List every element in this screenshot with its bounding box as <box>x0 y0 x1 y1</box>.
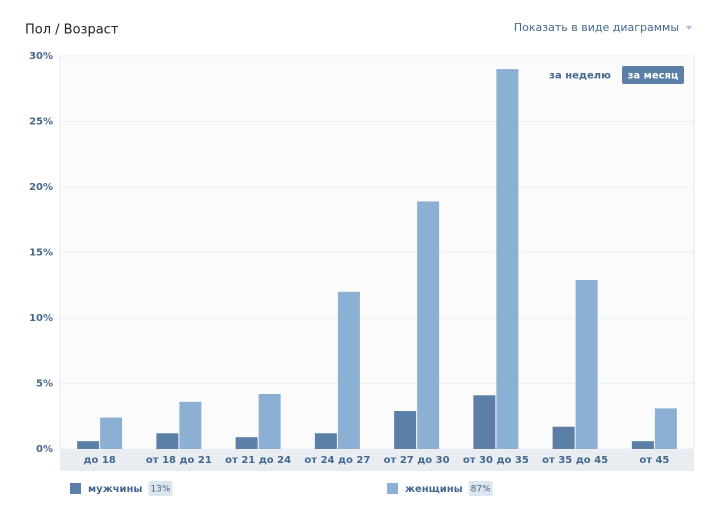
x-tick-label: от 27 до 30 <box>384 455 450 466</box>
bar <box>179 401 202 449</box>
legend-label: женщины <box>405 484 463 495</box>
x-tick-label: до 18 <box>83 455 115 466</box>
legend-label: мужчины <box>88 484 142 495</box>
period-button[interactable]: за неделю <box>549 71 611 82</box>
bar <box>575 280 598 449</box>
y-tick-label: 30% <box>29 51 53 62</box>
legend-swatch <box>70 483 81 494</box>
x-tick-label: от 18 до 21 <box>146 455 212 466</box>
view-toggle[interactable]: Показать в виде диаграммы <box>514 21 679 34</box>
legend-swatch <box>387 483 398 494</box>
period-button[interactable]: за месяц <box>628 71 679 82</box>
bar <box>100 417 123 449</box>
y-tick-label: 10% <box>29 313 53 324</box>
bar <box>394 411 417 449</box>
legend-share-bg <box>148 481 173 496</box>
x-tick-label: от 45 <box>639 455 669 466</box>
bar <box>314 433 337 449</box>
bar <box>156 433 179 449</box>
x-tick-label: от 30 до 35 <box>463 455 529 466</box>
bar <box>77 441 100 449</box>
bar <box>473 395 496 449</box>
y-tick-label: 15% <box>29 248 53 259</box>
x-tick-label: от 24 до 27 <box>304 455 370 466</box>
period-button-bg <box>622 66 684 84</box>
y-tick-label: 5% <box>36 379 53 390</box>
bar <box>654 408 677 449</box>
toggle-arrow <box>686 26 692 30</box>
bar <box>258 393 281 449</box>
legend-share: 13% <box>150 485 170 495</box>
bar <box>417 201 440 449</box>
bar <box>235 437 258 449</box>
x-tick-label: от 21 до 24 <box>225 455 291 466</box>
bar <box>631 441 654 449</box>
y-tick-label: 25% <box>29 117 53 128</box>
bar <box>337 291 360 449</box>
x-tick-label: от 35 до 45 <box>542 455 608 466</box>
y-tick-label: 0% <box>36 444 53 455</box>
x-axis-band <box>60 449 694 471</box>
chart-title: Пол / Возраст <box>25 23 119 38</box>
y-tick-label: 20% <box>29 182 53 193</box>
bar <box>552 426 575 449</box>
legend-share-bg <box>468 481 493 496</box>
bar <box>496 69 519 449</box>
legend-share: 87% <box>471 485 491 495</box>
